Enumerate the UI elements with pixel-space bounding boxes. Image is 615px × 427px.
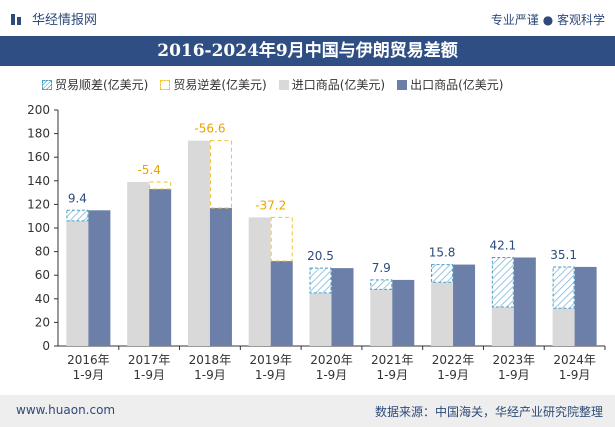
y-tick-label: 0 (42, 339, 50, 353)
legend-label-deficit: 贸易逆差(亿美元) (173, 78, 267, 92)
slogan: 专业严谨 ● 客观科学 (490, 13, 605, 27)
x-tick-label: 1-9月 (559, 368, 591, 382)
balance-data-label: 35.1 (550, 248, 577, 262)
bar-import (552, 308, 575, 346)
footer: www.huaon.com 数据来源：中国海关，华经产业研究院整理 (0, 395, 615, 427)
y-tick-label: 120 (27, 197, 50, 211)
balance-data-label: -37.2 (255, 198, 286, 212)
bar-surplus (370, 279, 393, 290)
bar-surplus (431, 264, 454, 283)
x-tick-label: 1-9月 (194, 368, 226, 382)
bar-export (574, 266, 597, 346)
legend-label-export: 出口商品(亿美元) (410, 78, 504, 92)
legend-item-deficit: 贸易逆差(亿美元) (160, 76, 267, 93)
x-tick-label: 1-9月 (316, 368, 348, 382)
x-tick-label: 2019年 (249, 353, 292, 367)
bar-export (270, 261, 293, 346)
x-tick-label: 1-9月 (437, 368, 469, 382)
balance-data-label: 9.4 (68, 191, 87, 205)
top-bar: 华经情报网 专业严谨 ● 客观科学 (0, 0, 615, 36)
bar-import (431, 282, 454, 346)
legend-swatch-surplus (42, 79, 52, 90)
x-tick-label: 2022年 (432, 353, 475, 367)
bar-import (370, 289, 393, 346)
balance-data-label: 15.8 (429, 246, 456, 260)
bar-export (88, 210, 111, 346)
x-tick-label: 2023年 (493, 353, 536, 367)
balance-data-label: 42.1 (489, 239, 516, 253)
balance-data-label: 7.9 (372, 261, 391, 275)
chart-legend: 贸易顺差(亿美元) 贸易逆差(亿美元) 进口商品(亿美元) 出口商品(亿美元) (42, 76, 516, 93)
y-tick-label: 160 (27, 150, 50, 164)
balance-data-label: -5.4 (137, 163, 160, 177)
bar-export (392, 279, 415, 346)
legend-label-import: 进口商品(亿美元) (291, 78, 386, 92)
legend-item-import: 进口商品(亿美元) (278, 76, 386, 93)
bar-export (453, 264, 476, 346)
bar-import (66, 220, 89, 346)
x-tick-label: 2018年 (189, 353, 232, 367)
y-tick-label: 140 (27, 174, 50, 188)
bar-import (248, 217, 271, 346)
y-tick-label: 60 (35, 268, 50, 282)
bar-import (187, 140, 210, 346)
bar-logo-icon (11, 13, 21, 25)
x-tick-label: 1-9月 (133, 368, 165, 382)
x-tick-label: 2021年 (371, 353, 414, 367)
x-tick-label: 2020年 (310, 353, 353, 367)
y-tick-label: 20 (35, 315, 50, 329)
legend-swatch-deficit (160, 79, 171, 90)
chart-title: 2016-2024年9月中国与伊朗贸易差额 (0, 36, 615, 66)
bar-export (331, 268, 354, 346)
y-tick-label: 40 (35, 292, 50, 306)
legend-label-surplus: 贸易顺差(亿美元) (55, 78, 149, 92)
y-tick-label: 180 (27, 127, 50, 141)
bar-deficit (270, 216, 293, 262)
x-tick-label: 1-9月 (73, 368, 105, 382)
legend-item-export: 出口商品(亿美元) (397, 76, 504, 93)
x-tick-label: 2016年 (67, 353, 110, 367)
bar-export (513, 257, 536, 346)
bar-import (309, 292, 332, 346)
x-tick-label: 1-9月 (255, 368, 287, 382)
bar-export (209, 207, 232, 346)
bar-import (491, 307, 514, 346)
balance-data-label: 20.5 (307, 249, 334, 263)
bar-surplus (552, 266, 575, 309)
bar-deficit (149, 181, 172, 190)
y-tick-label: 100 (27, 221, 50, 235)
brand-name: 华经情报网 (32, 13, 98, 28)
bar-surplus (309, 267, 332, 294)
bar-surplus (491, 257, 514, 308)
bar-surplus (66, 209, 89, 222)
x-tick-label: 1-9月 (498, 368, 530, 382)
bar-deficit (209, 140, 232, 209)
website-link[interactable]: www.huaon.com (16, 403, 116, 417)
legend-swatch-import (278, 79, 289, 90)
x-tick-label: 2017年 (128, 353, 171, 367)
y-tick-label: 200 (27, 103, 50, 117)
data-source: 数据来源：中国海关，华经产业研究院整理 (374, 405, 603, 419)
brand[interactable]: 华经情报网 (10, 9, 97, 28)
balance-data-label: -56.6 (194, 122, 225, 136)
y-tick-label: 80 (35, 245, 50, 259)
bar-import (127, 181, 150, 346)
x-tick-label: 1-9月 (376, 368, 408, 382)
bar-export (149, 189, 172, 346)
legend-item-surplus: 贸易顺差(亿美元) (42, 76, 148, 93)
legend-swatch-export (397, 79, 408, 90)
x-tick-label: 2024年 (553, 353, 596, 367)
